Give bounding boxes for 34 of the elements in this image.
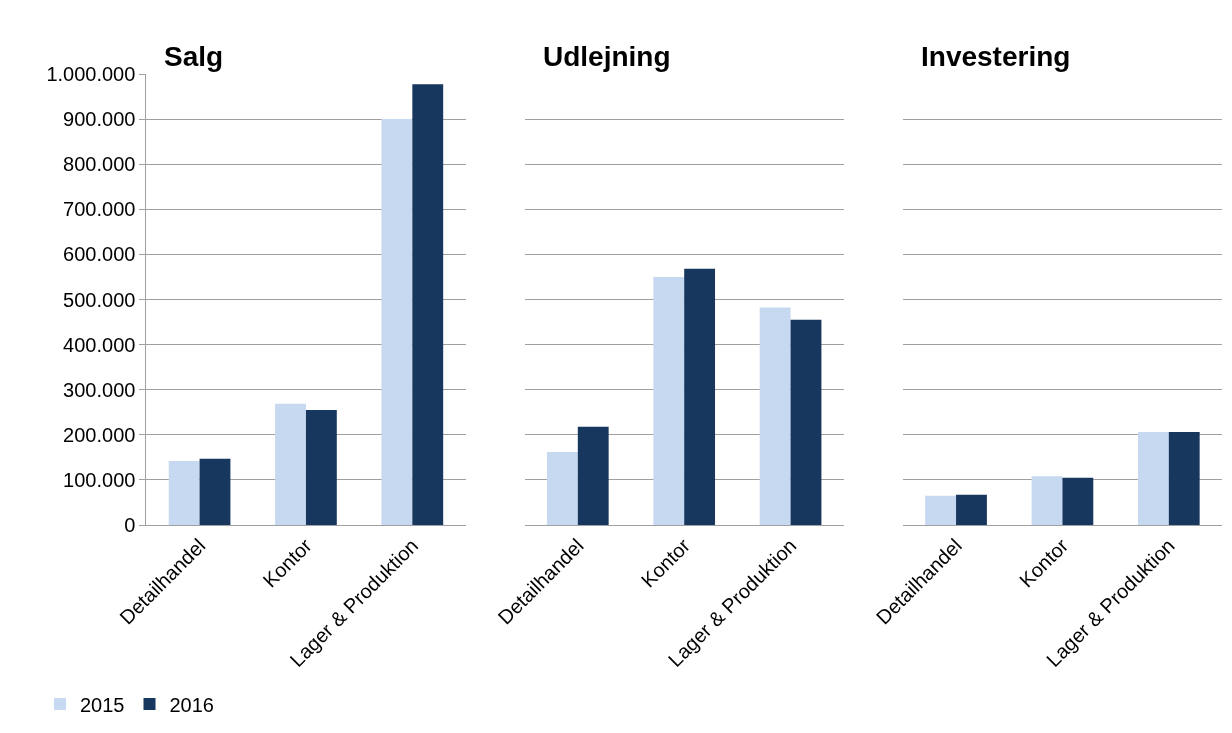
bar <box>653 276 685 525</box>
bar <box>684 268 716 525</box>
bar <box>759 307 791 525</box>
bar <box>956 494 987 525</box>
y-tick-label: 100.000 <box>63 468 136 491</box>
bar <box>412 84 444 525</box>
y-tick-label: 600.000 <box>63 243 136 266</box>
y-tick-label: 0 <box>124 514 136 536</box>
bar <box>381 119 413 525</box>
bar <box>275 403 306 525</box>
bar <box>168 460 200 525</box>
y-tick-label: 700.000 <box>63 198 136 221</box>
chart-title: Investering <box>921 41 1071 72</box>
bar <box>199 458 231 525</box>
chart-title: Salg <box>164 41 224 72</box>
y-tick-label: 500.000 <box>63 288 136 311</box>
legend-label: 2016 <box>169 693 214 716</box>
legend-label: 2015 <box>80 693 125 716</box>
y-tick-label: 800.000 <box>63 153 136 176</box>
bar <box>1031 476 1063 525</box>
chart-title: Udlejning <box>543 41 671 72</box>
y-tick-label: 1.000.000 <box>46 63 136 85</box>
bar <box>790 319 822 525</box>
bar <box>925 495 957 525</box>
bar <box>1137 432 1169 525</box>
y-tick-label: 400.000 <box>63 333 136 356</box>
bar <box>546 451 578 525</box>
y-tick-label: 300.000 <box>63 378 136 401</box>
bar <box>1168 432 1200 525</box>
bar <box>1062 477 1094 525</box>
y-tick-label: 200.000 <box>63 423 136 446</box>
bar <box>577 426 609 525</box>
bar <box>305 410 337 525</box>
y-tick-label: 900.000 <box>63 108 136 131</box>
